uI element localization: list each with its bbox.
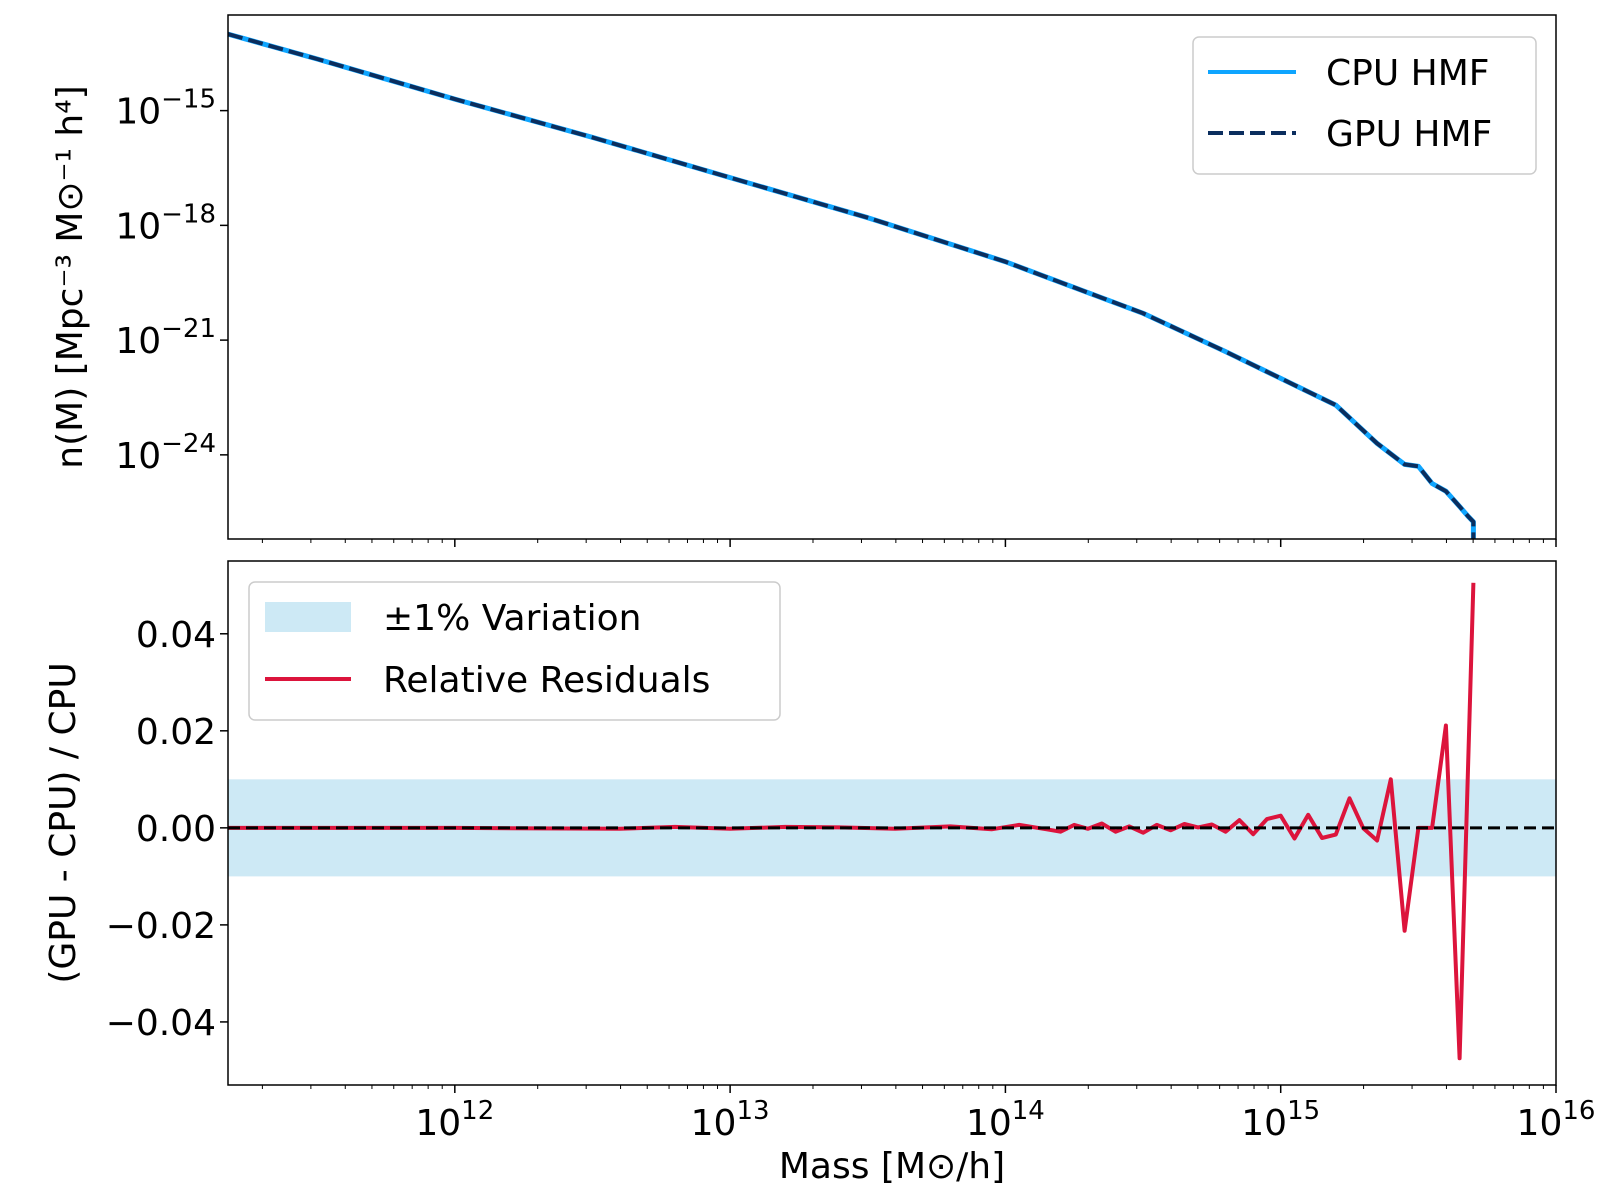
bottom-legend: ±1% Variation Relative Residuals — [248, 581, 781, 721]
top-y-tick-label: 10−15 — [115, 85, 216, 133]
top-legend: CPU HMF GPU HMF — [1192, 36, 1537, 175]
legend-band-label: ±1% Variation — [383, 598, 641, 639]
bottom-x-tick-label: 1012 — [415, 1096, 494, 1144]
bottom-y-tick-label: −0.02 — [106, 906, 216, 947]
top-plot-frame — [227, 14, 1557, 540]
legend-band-patch — [265, 602, 351, 632]
bottom-plot-frame — [227, 560, 1557, 1086]
top-series-layer — [227, 31, 1476, 539]
bottom-x-tick-label: 1013 — [691, 1096, 770, 1144]
top-panel: 10−15 10−18 10−21 10−24 n(M) [Mpc⁻³ M⊙⁻¹ h⁴… — [50, 14, 1557, 547]
top-y-tick-label: 10−18 — [115, 199, 216, 247]
top-y-tick-label: 10−21 — [115, 314, 216, 362]
bottom-y-axis-label: (GPU - CPU) / CPU — [43, 662, 84, 983]
bottom-x-tick-label: 1016 — [1517, 1096, 1596, 1144]
top-y-axis-label: n(M) [Mpc⁻³ M⊙⁻¹ h⁴] — [50, 85, 91, 468]
top-tick-layer: 10−15 10−18 10−21 10−24 — [115, 85, 1557, 547]
legend-cpu-label: CPU HMF — [1326, 53, 1489, 94]
bottom-y-tick-label: 0.00 — [136, 809, 216, 850]
gpu-hmf-line — [227, 32, 1476, 539]
bottom-x-tick-label: 1015 — [1241, 1096, 1320, 1144]
bottom-y-tick-label: 0.02 — [136, 712, 216, 753]
top-y-tick-label: 10−24 — [115, 429, 216, 477]
bottom-panel: 0.04 0.02 0.00 −0.02 −0.04 1012 1013 1014 1015 10… — [43, 560, 1596, 1187]
bottom-y-tick-label: −0.04 — [106, 1003, 216, 1044]
bottom-y-tick-label: 0.04 — [136, 615, 216, 656]
bottom-x-tick-label: 1014 — [966, 1096, 1045, 1144]
bottom-legend-box — [248, 581, 781, 721]
bottom-tick-layer: 0.04 0.02 0.00 −0.02 −0.04 1012 1013 1014 1015 10… — [106, 615, 1596, 1144]
legend-gpu-label: GPU HMF — [1326, 114, 1492, 155]
x-axis-label: Mass [M⊙/h] — [779, 1146, 1005, 1187]
legend-residual-label: Relative Residuals — [383, 660, 710, 701]
